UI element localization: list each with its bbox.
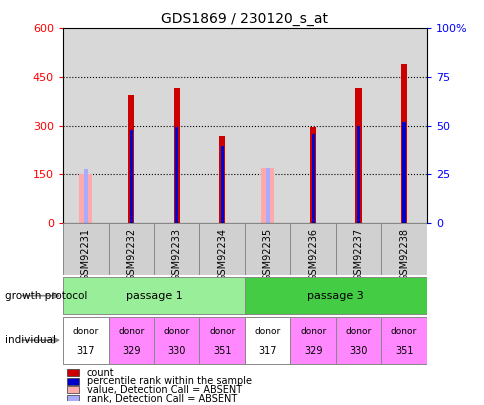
- Bar: [309, 127, 316, 223]
- Bar: [153, 317, 199, 364]
- Text: percentile rank within the sample: percentile rank within the sample: [87, 376, 251, 386]
- Bar: [153, 223, 199, 275]
- Bar: [63, 223, 108, 275]
- Bar: [108, 317, 153, 364]
- Bar: [335, 223, 380, 275]
- Bar: [290, 28, 335, 223]
- Text: rank, Detection Call = ABSENT: rank, Detection Call = ABSENT: [87, 394, 237, 403]
- Text: 317: 317: [76, 346, 95, 356]
- Text: passage 1: passage 1: [125, 291, 182, 301]
- Bar: [173, 88, 180, 223]
- Bar: [63, 317, 108, 364]
- Text: 351: 351: [212, 346, 231, 356]
- Bar: [335, 28, 380, 223]
- Bar: [63, 277, 244, 314]
- Text: donor: donor: [390, 327, 416, 336]
- Text: donor: donor: [254, 327, 280, 336]
- Bar: [67, 378, 79, 385]
- Bar: [129, 130, 133, 223]
- Bar: [402, 122, 405, 223]
- Bar: [335, 317, 380, 364]
- Title: GDS1869 / 230120_s_at: GDS1869 / 230120_s_at: [161, 12, 328, 26]
- Bar: [290, 317, 335, 364]
- Bar: [244, 317, 290, 364]
- Bar: [400, 64, 407, 223]
- Bar: [244, 223, 290, 275]
- Text: 330: 330: [348, 346, 367, 356]
- Bar: [128, 95, 134, 223]
- Text: GSM92238: GSM92238: [398, 228, 408, 281]
- Text: donor: donor: [300, 327, 326, 336]
- Bar: [380, 28, 426, 223]
- Text: 351: 351: [394, 346, 412, 356]
- Bar: [199, 28, 244, 223]
- Text: GSM92233: GSM92233: [171, 228, 182, 281]
- Bar: [108, 28, 153, 223]
- Bar: [261, 168, 273, 223]
- Text: donor: donor: [209, 327, 235, 336]
- Bar: [67, 369, 79, 376]
- Text: individual: individual: [5, 335, 56, 345]
- Text: 329: 329: [303, 346, 322, 356]
- Text: GSM92235: GSM92235: [262, 228, 272, 281]
- Bar: [63, 28, 108, 223]
- Bar: [67, 395, 79, 402]
- Text: 330: 330: [167, 346, 185, 356]
- Bar: [380, 317, 426, 364]
- Bar: [356, 126, 360, 223]
- Text: GSM92232: GSM92232: [126, 228, 136, 281]
- Bar: [219, 136, 225, 223]
- Bar: [199, 317, 244, 364]
- Bar: [355, 88, 361, 223]
- Bar: [153, 28, 199, 223]
- Bar: [79, 173, 92, 223]
- Text: donor: donor: [118, 327, 144, 336]
- Bar: [84, 169, 88, 223]
- Bar: [244, 277, 426, 314]
- Bar: [108, 223, 153, 275]
- Bar: [175, 127, 178, 223]
- Text: GSM92236: GSM92236: [307, 228, 318, 281]
- Text: donor: donor: [73, 327, 99, 336]
- Text: 329: 329: [122, 346, 140, 356]
- Text: passage 3: passage 3: [307, 291, 363, 301]
- Bar: [199, 223, 244, 275]
- Text: 317: 317: [258, 346, 276, 356]
- Text: value, Detection Call = ABSENT: value, Detection Call = ABSENT: [87, 385, 242, 395]
- Text: count: count: [87, 368, 114, 378]
- Bar: [311, 134, 314, 223]
- Text: growth protocol: growth protocol: [5, 291, 87, 301]
- Bar: [265, 168, 269, 223]
- Text: donor: donor: [163, 327, 189, 336]
- Text: GSM92231: GSM92231: [81, 228, 91, 281]
- Text: GSM92234: GSM92234: [217, 228, 227, 281]
- Bar: [244, 28, 290, 223]
- Bar: [220, 146, 223, 223]
- Bar: [67, 386, 79, 393]
- Text: donor: donor: [345, 327, 371, 336]
- Text: GSM92237: GSM92237: [353, 228, 363, 281]
- Bar: [290, 223, 335, 275]
- Bar: [380, 223, 426, 275]
